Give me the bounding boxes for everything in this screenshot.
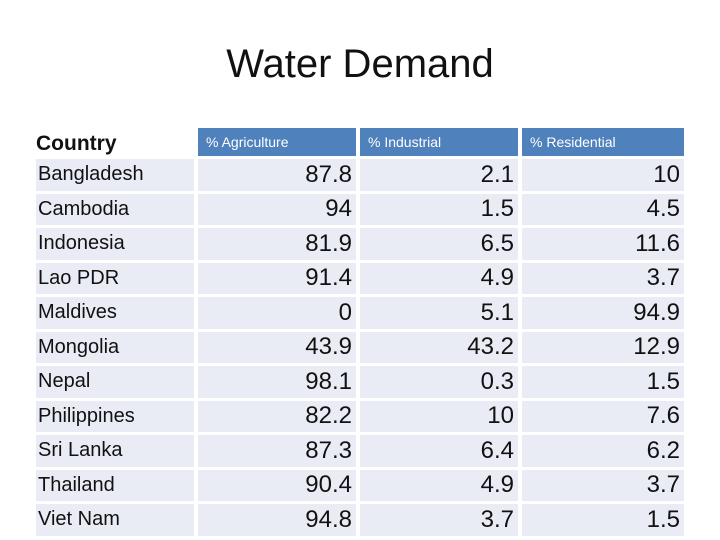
- cell-industrial: 0.3: [360, 366, 522, 398]
- cell-agriculture: 90.4: [198, 469, 360, 501]
- table-row: Bangladesh 87.8 2.1 10: [36, 159, 684, 191]
- cell-industrial: 4.9: [360, 262, 522, 294]
- cell-industrial: 4.9: [360, 469, 522, 501]
- table-row: Nepal 98.1 0.3 1.5: [36, 366, 684, 398]
- cell-country: Viet Nam: [36, 504, 198, 536]
- cell-agriculture: 98.1: [198, 366, 360, 398]
- cell-residential: 7.6: [522, 400, 684, 432]
- cell-residential: 1.5: [522, 504, 684, 536]
- cell-industrial: 3.7: [360, 504, 522, 536]
- column-header-agriculture: % Agriculture: [198, 128, 360, 156]
- cell-country: Mongolia: [36, 331, 198, 363]
- cell-country: Bangladesh: [36, 159, 198, 191]
- table-row: Sri Lanka 87.3 6.4 6.2: [36, 435, 684, 467]
- water-demand-table: Country % Agriculture % Industrial % Res…: [36, 125, 684, 539]
- cell-country: Nepal: [36, 366, 198, 398]
- cell-residential: 12.9: [522, 331, 684, 363]
- table-header-row: Country % Agriculture % Industrial % Res…: [36, 128, 684, 156]
- cell-agriculture: 87.8: [198, 159, 360, 191]
- table-row: Indonesia 81.9 6.5 11.6: [36, 228, 684, 260]
- cell-residential: 4.5: [522, 193, 684, 225]
- cell-residential: 94.9: [522, 297, 684, 329]
- cell-country: Lao PDR: [36, 262, 198, 294]
- cell-country: Maldives: [36, 297, 198, 329]
- table-row: Cambodia 94 1.5 4.5: [36, 193, 684, 225]
- cell-country: Sri Lanka: [36, 435, 198, 467]
- cell-industrial: 43.2: [360, 331, 522, 363]
- table-row: Thailand 90.4 4.9 3.7: [36, 469, 684, 501]
- cell-industrial: 2.1: [360, 159, 522, 191]
- cell-country: Thailand: [36, 469, 198, 501]
- cell-industrial: 10: [360, 400, 522, 432]
- cell-industrial: 6.5: [360, 228, 522, 260]
- cell-country: Indonesia: [36, 228, 198, 260]
- cell-agriculture: 91.4: [198, 262, 360, 294]
- column-header-industrial: % Industrial: [360, 128, 522, 156]
- cell-agriculture: 0: [198, 297, 360, 329]
- cell-agriculture: 87.3: [198, 435, 360, 467]
- cell-agriculture: 82.2: [198, 400, 360, 432]
- cell-industrial: 5.1: [360, 297, 522, 329]
- cell-residential: 1.5: [522, 366, 684, 398]
- table-row: Viet Nam 94.8 3.7 1.5: [36, 504, 684, 536]
- table-row: Philippines 82.2 10 7.6: [36, 400, 684, 432]
- cell-agriculture: 94: [198, 193, 360, 225]
- cell-industrial: 6.4: [360, 435, 522, 467]
- page-title: Water Demand: [226, 42, 494, 86]
- cell-agriculture: 94.8: [198, 504, 360, 536]
- cell-country: Cambodia: [36, 193, 198, 225]
- cell-residential: 3.7: [522, 262, 684, 294]
- cell-residential: 11.6: [522, 228, 684, 260]
- cell-residential: 3.7: [522, 469, 684, 501]
- table-row: Lao PDR 91.4 4.9 3.7: [36, 262, 684, 294]
- table-row: Maldives 0 5.1 94.9: [36, 297, 684, 329]
- cell-country: Philippines: [36, 400, 198, 432]
- column-header-residential: % Residential: [522, 128, 684, 156]
- cell-residential: 10: [522, 159, 684, 191]
- cell-industrial: 1.5: [360, 193, 522, 225]
- column-header-country: Country: [36, 128, 198, 156]
- cell-agriculture: 43.9: [198, 331, 360, 363]
- cell-residential: 6.2: [522, 435, 684, 467]
- table-row: Mongolia 43.9 43.2 12.9: [36, 331, 684, 363]
- cell-agriculture: 81.9: [198, 228, 360, 260]
